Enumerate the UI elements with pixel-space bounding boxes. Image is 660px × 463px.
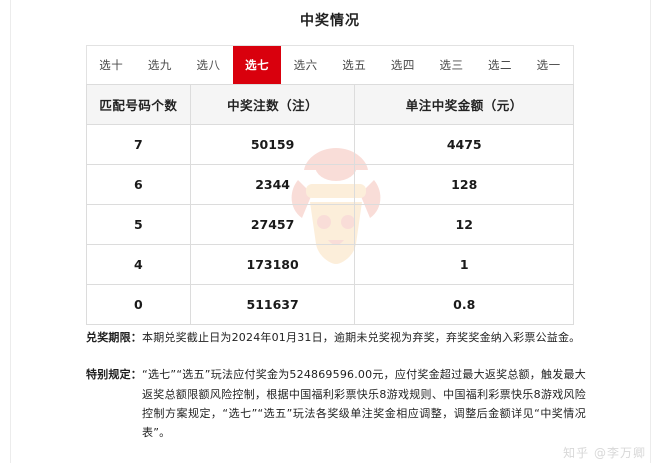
- table-row: 6 2344 128: [86, 164, 574, 205]
- cell-match-count: 7: [86, 124, 191, 165]
- cell-prize-amount: 0.8: [354, 284, 574, 325]
- tab-xuan-jiu[interactable]: 选九: [135, 46, 185, 84]
- table-header: 匹配号码个数 中奖注数（注） 单注中奖金额（元）: [86, 84, 574, 125]
- cell-winning-bets: 2344: [189, 164, 356, 205]
- author-watermark: 知乎 @李万卿: [563, 446, 646, 460]
- column-header-match-count: 匹配号码个数: [86, 84, 191, 125]
- table-row: 5 27457 12: [86, 204, 574, 245]
- table-header-row: 匹配号码个数 中奖注数（注） 单注中奖金额（元）: [86, 84, 574, 125]
- cell-prize-amount: 1: [354, 244, 574, 285]
- cell-match-count: 5: [86, 204, 191, 245]
- tab-xuan-qi[interactable]: 选七: [232, 46, 282, 84]
- prize-breakdown-table: 匹配号码个数 中奖注数（注） 单注中奖金额（元） 7 50159 4475 6 …: [86, 84, 574, 325]
- note-special-rule: 特别规定： “选七”“选五”玩法应付奖金为524869596.00元，应付奖金超…: [86, 365, 586, 442]
- note-claim-deadline: 兑奖期限： 本期兑奖截止日为2024年01月31日，逾期未兑奖视为弃奖，弃奖奖金…: [86, 328, 586, 347]
- page-edge-left-rule: [10, 0, 11, 463]
- note-claim-deadline-label: 兑奖期限：: [86, 331, 142, 344]
- page-edge-right-rule: [650, 0, 651, 463]
- tab-xuan-shi[interactable]: 选十: [87, 46, 136, 84]
- tab-xuan-er[interactable]: 选二: [475, 46, 525, 84]
- tab-xuan-si[interactable]: 选四: [378, 46, 428, 84]
- play-type-tab-bar[interactable]: 选十 选九 选八 选七 选六 选五 选四 选三 选二 选一: [86, 45, 574, 84]
- table-row: 0 511637 0.8: [86, 284, 574, 325]
- page-title: 中奖情况: [300, 13, 360, 29]
- table-row: 7 50159 4475: [86, 124, 574, 165]
- tab-xuan-yi[interactable]: 选一: [524, 46, 573, 84]
- note-special-rule-text: “选七”“选五”玩法应付奖金为524869596.00元，应付奖金超过最大返奖总…: [142, 368, 586, 439]
- cell-match-count: 6: [86, 164, 191, 205]
- cell-winning-bets: 173180: [189, 244, 356, 285]
- cell-winning-bets: 27457: [189, 204, 356, 245]
- tab-xuan-wu[interactable]: 选五: [329, 46, 379, 84]
- note-claim-deadline-text: 本期兑奖截止日为2024年01月31日，逾期未兑奖视为弃奖，弃奖奖金纳入彩票公益…: [142, 331, 581, 344]
- notes-section: 兑奖期限： 本期兑奖截止日为2024年01月31日，逾期未兑奖视为弃奖，弃奖奖金…: [86, 328, 586, 460]
- note-special-rule-label: 特别规定：: [86, 368, 142, 382]
- column-header-winning-bets: 中奖注数（注）: [189, 84, 356, 125]
- cell-prize-amount: 4475: [354, 124, 574, 165]
- tab-xuan-liu[interactable]: 选六: [281, 46, 330, 84]
- cell-winning-bets: 50159: [189, 124, 356, 165]
- tab-xuan-ba[interactable]: 选八: [184, 46, 233, 84]
- cell-match-count: 0: [86, 284, 191, 325]
- cell-match-count: 4: [86, 244, 191, 285]
- cell-winning-bets: 511637: [189, 284, 356, 325]
- table-row: 4 173180 1: [86, 244, 574, 285]
- table-body: 7 50159 4475 6 2344 128 5 27457 12 4 173…: [86, 124, 574, 325]
- cell-prize-amount: 128: [354, 164, 574, 205]
- cell-prize-amount: 12: [354, 204, 574, 245]
- column-header-prize-amount: 单注中奖金额（元）: [354, 84, 574, 125]
- tab-xuan-san[interactable]: 选三: [427, 46, 476, 84]
